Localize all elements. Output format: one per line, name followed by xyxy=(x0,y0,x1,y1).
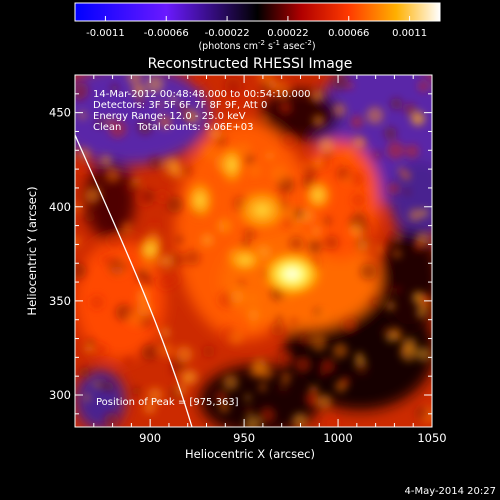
y-tick-label: 350 xyxy=(49,294,71,308)
observation-info: 14-Mar-2012 00:48:48.000 to 00:54:10.000… xyxy=(93,89,311,133)
colorbar-ticks: -0.0011 -0.00066 -0.00022 0.00022 0.00066 0.0… xyxy=(86,16,427,39)
peak-position-label: Position of Peak = [975,363] xyxy=(96,397,239,408)
x-tick-label: 1050 xyxy=(417,431,446,445)
y-axis-label: Heliocentric Y (arcsec) xyxy=(25,186,39,315)
rhessi-image xyxy=(75,75,432,427)
x-axis-label: Heliocentric X (arcsec) xyxy=(185,447,315,461)
x-tick-label: 900 xyxy=(139,431,161,445)
peak-emission xyxy=(260,250,324,298)
info-line: 14-Mar-2012 00:48:48.000 to 00:54:10.000 xyxy=(93,89,311,100)
colorbar-tick-label: -0.00066 xyxy=(144,28,189,39)
colorbar-tick-label: 0.0011 xyxy=(392,28,427,39)
colorbar-tick-label: -0.0011 xyxy=(86,28,125,39)
info-line: Detectors: 3F 5F 6F 7F 8F 9F, Att 0 xyxy=(93,100,267,111)
colorbar-units: (photons cm-2 s-1 asec-2) xyxy=(198,39,315,52)
info-line: Energy Range: 12.0 - 25.0 keV xyxy=(93,111,246,122)
footer-date: 4-May-2014 20:27 xyxy=(404,486,496,497)
x-tick-label: 1000 xyxy=(323,431,352,445)
colorbar-tick-label: -0.00022 xyxy=(205,28,250,39)
colorbar-tick-label: 0.00022 xyxy=(267,28,308,39)
axis-ticks: 900 950 1000 1050 300 350 400 450 xyxy=(49,74,447,445)
x-tick-label: 950 xyxy=(233,431,255,445)
colorbar xyxy=(74,2,441,22)
y-tick-label: 400 xyxy=(49,200,71,214)
y-tick-label: 450 xyxy=(49,106,71,120)
plot-title: Reconstructed RHESSI Image xyxy=(148,56,353,72)
y-tick-label: 300 xyxy=(49,388,71,402)
plot-frame xyxy=(74,74,433,428)
colorbar-tick-label: 0.00066 xyxy=(328,28,369,39)
info-line: Clean Total counts: 9.06E+03 xyxy=(93,122,253,133)
solar-limb xyxy=(75,134,193,427)
